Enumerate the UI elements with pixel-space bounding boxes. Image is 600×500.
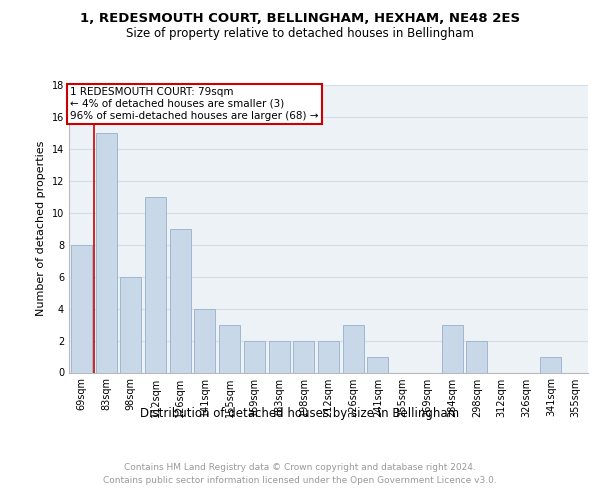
Bar — [194, 308, 215, 372]
Text: Distribution of detached houses by size in Bellingham: Distribution of detached houses by size … — [140, 408, 460, 420]
Bar — [318, 340, 339, 372]
Bar — [442, 324, 463, 372]
Text: 1 REDESMOUTH COURT: 79sqm
← 4% of detached houses are smaller (3)
96% of semi-de: 1 REDESMOUTH COURT: 79sqm ← 4% of detach… — [70, 88, 319, 120]
Text: 1, REDESMOUTH COURT, BELLINGHAM, HEXHAM, NE48 2ES: 1, REDESMOUTH COURT, BELLINGHAM, HEXHAM,… — [80, 12, 520, 26]
Bar — [541, 356, 562, 372]
Bar — [244, 340, 265, 372]
Bar — [170, 229, 191, 372]
Bar — [466, 340, 487, 372]
Bar — [95, 133, 116, 372]
Bar — [269, 340, 290, 372]
Y-axis label: Number of detached properties: Number of detached properties — [36, 141, 46, 316]
Bar — [120, 276, 141, 372]
Bar — [71, 244, 92, 372]
Text: Contains HM Land Registry data © Crown copyright and database right 2024.: Contains HM Land Registry data © Crown c… — [124, 462, 476, 471]
Bar — [343, 324, 364, 372]
Bar — [293, 340, 314, 372]
Bar — [219, 324, 240, 372]
Bar — [367, 356, 388, 372]
Text: Size of property relative to detached houses in Bellingham: Size of property relative to detached ho… — [126, 28, 474, 40]
Text: Contains public sector information licensed under the Open Government Licence v3: Contains public sector information licen… — [103, 476, 497, 485]
Bar — [145, 197, 166, 372]
